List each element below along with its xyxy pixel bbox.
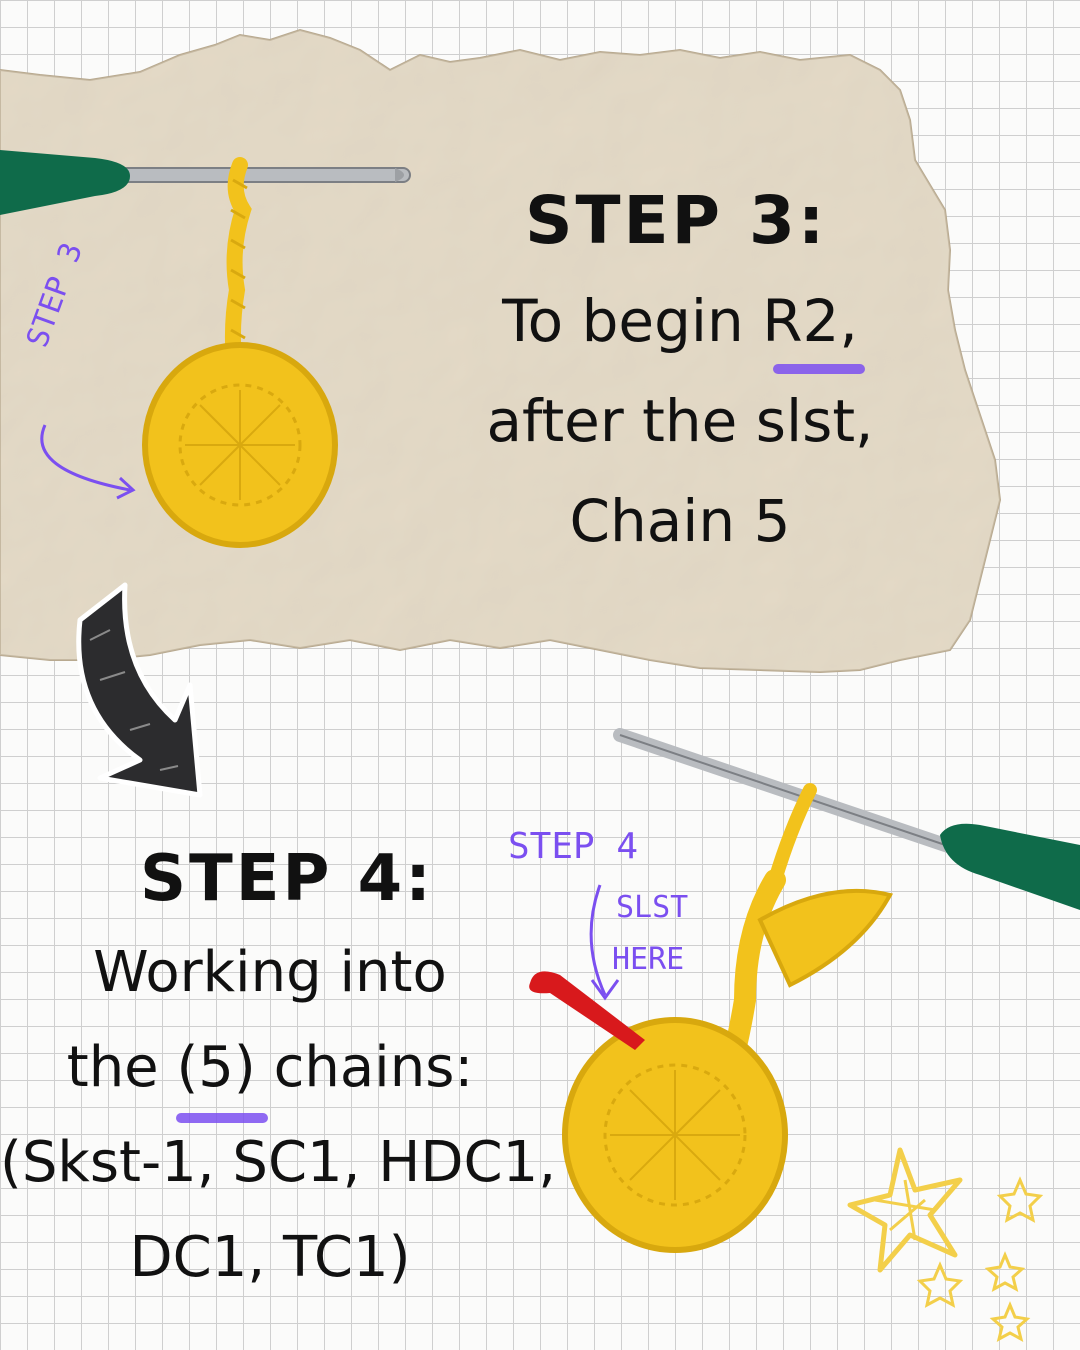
step4-line4: DC1, TC1) [129,1225,411,1290]
curved-arrow-icon [76,582,203,798]
step4-line3: (Skst-1, SC1, HDC1, [0,1130,557,1195]
curved-arrow-icon [589,884,620,1001]
step3-line2: after the slst, [486,387,874,455]
step3-title: STEP 3: [525,182,828,259]
hook-icon [613,728,1080,910]
step4-title: STEP 4: [140,842,434,916]
yarn-circle-icon [142,157,338,548]
marker-note-line2: HERE [612,942,685,977]
r2-underline [773,364,865,374]
star-doodle-icon [847,1147,1044,1342]
yarn-circle-icon [562,783,893,1253]
stitch-marker-icon [529,971,645,1050]
step3-line1: To begin R2, [502,287,858,355]
five-underline [176,1113,268,1123]
curved-arrow-icon [40,424,136,500]
marker-note-line1: SLST [616,890,689,925]
step4-line2: the (5) chains: [66,1035,474,1100]
step4-annotation: STEP 4 [508,826,639,867]
hook-icon [0,150,411,215]
step4-line1: Working into [93,940,447,1005]
step3-line3: Chain 5 [569,487,791,555]
